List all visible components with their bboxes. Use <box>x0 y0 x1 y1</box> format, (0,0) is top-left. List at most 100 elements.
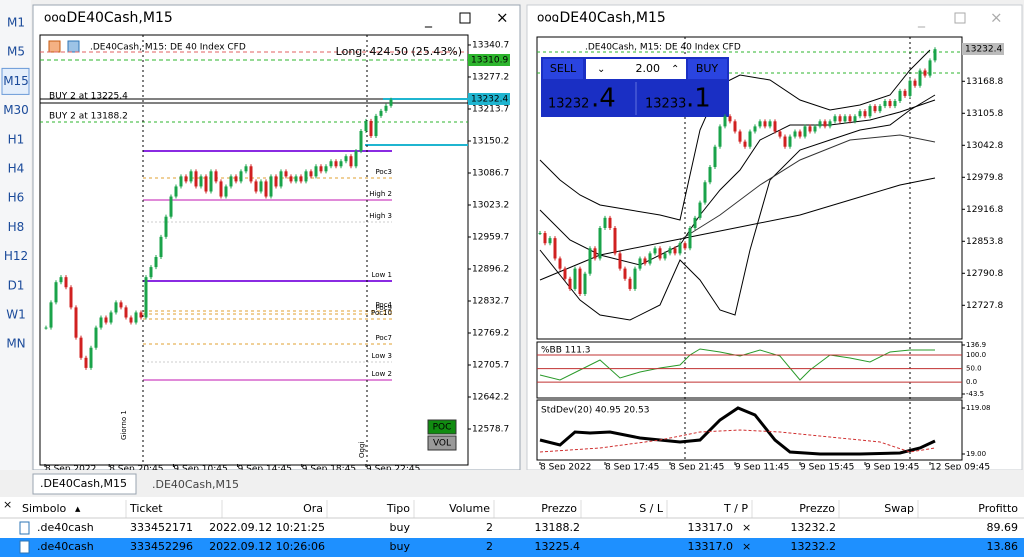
left-plot <box>39 34 469 466</box>
lot-input[interactable] <box>586 59 686 79</box>
column-header[interactable]: T / P <box>723 502 748 515</box>
y-tick-label: 12896.2 <box>472 265 509 275</box>
candle <box>608 217 612 228</box>
close-panel[interactable]: × <box>3 498 12 511</box>
timeframe-button[interactable]: M15 <box>3 74 29 88</box>
column-header[interactable]: Prezzo <box>541 502 577 515</box>
timeframe-button[interactable]: M5 <box>7 45 25 59</box>
column-header[interactable]: Profitto <box>978 502 1018 515</box>
candle <box>299 176 303 182</box>
candle <box>548 238 552 244</box>
candle <box>568 278 572 289</box>
maximize-button[interactable] <box>459 12 471 24</box>
close-button[interactable]: × <box>990 9 1003 27</box>
timeframe-button[interactable]: D1 <box>8 278 25 292</box>
candle <box>44 327 48 329</box>
poc-button[interactable] <box>427 419 457 435</box>
candle <box>913 80 917 86</box>
level-label: Low 1 <box>372 271 392 279</box>
tab-label[interactable]: .DE40Cash,M15 <box>152 478 239 491</box>
candle <box>184 176 188 182</box>
candle <box>344 156 348 162</box>
y-tick-label: 0.0 <box>966 378 977 386</box>
candle <box>314 166 318 177</box>
cell: 333452171 <box>130 521 193 534</box>
lot-down[interactable]: ⌄ <box>597 64 605 75</box>
timeframe-button[interactable]: H6 <box>8 191 25 205</box>
candle <box>923 70 927 76</box>
y-tick-label: -43.5 <box>966 390 984 398</box>
close-button[interactable]: × <box>496 9 509 27</box>
ma-line <box>539 177 936 281</box>
candle <box>79 337 83 358</box>
timeframe-selected[interactable] <box>1 67 30 95</box>
column-header[interactable]: S / L <box>639 502 664 515</box>
candle <box>294 176 298 182</box>
y-tick-label: 12769.2 <box>472 329 509 339</box>
candle <box>728 116 732 122</box>
column-header[interactable]: Simbolo <box>22 502 67 515</box>
column-header[interactable]: Ticket <box>129 502 163 515</box>
remove-tp[interactable]: × <box>742 521 751 534</box>
y-tick-label: 12727.8 <box>966 301 1003 311</box>
buy-button[interactable] <box>688 59 727 79</box>
maximize-button[interactable] <box>954 12 966 24</box>
lot-up[interactable]: ⌃ <box>671 64 679 75</box>
cell: 13317.0 <box>688 540 734 553</box>
timeframe-button[interactable]: H8 <box>8 220 25 234</box>
tab-active[interactable] <box>32 473 137 495</box>
sell-button[interactable] <box>543 59 583 79</box>
candle <box>868 106 872 117</box>
cell: 333452296 <box>130 540 193 553</box>
candle <box>349 156 353 167</box>
timeframe-button[interactable]: W1 <box>6 308 26 322</box>
candle <box>828 121 832 127</box>
minimize-button[interactable]: _ <box>424 12 433 28</box>
candle <box>818 121 822 127</box>
x-tick-label: 8 Sep 20:45 <box>109 465 163 475</box>
window-icon: ooo <box>537 11 559 25</box>
y-tick-label: 13042.8 <box>966 141 1003 151</box>
column-header[interactable]: Prezzo <box>799 502 835 515</box>
order-label: BUY 2 at 13188.2 <box>49 112 128 122</box>
remove-tp[interactable]: × <box>742 540 751 553</box>
candle <box>588 248 592 274</box>
timeframe-button[interactable]: H1 <box>8 132 25 146</box>
timeframe-button[interactable]: M30 <box>3 103 29 117</box>
candle <box>99 317 103 328</box>
candle <box>249 166 253 182</box>
x-tick-label: 12 Sep 09:45 <box>930 463 990 473</box>
minimize-button[interactable]: _ <box>917 12 926 28</box>
column-header[interactable]: Tipo <box>386 502 410 515</box>
bb-lower <box>539 94 936 321</box>
vol-button[interactable] <box>427 435 457 451</box>
cell: 89.69 <box>987 521 1019 534</box>
candle <box>129 317 133 323</box>
candle <box>194 171 198 187</box>
candle <box>209 171 213 192</box>
candle <box>164 216 168 237</box>
bid-main: 13232 <box>548 97 589 112</box>
column-header[interactable]: Swap <box>884 502 914 515</box>
cell: 13232.2 <box>791 521 837 534</box>
candle <box>718 126 722 147</box>
timeframe-button[interactable]: H12 <box>4 249 28 263</box>
timeframe-button[interactable]: M1 <box>7 16 25 30</box>
candle <box>149 267 153 278</box>
y-tick-label: 12832.7 <box>472 297 509 307</box>
timeframe-button[interactable]: MN <box>6 337 25 351</box>
x-tick-label: 8 Sep 2022 <box>540 463 591 473</box>
selected-row[interactable] <box>0 538 1024 557</box>
column-header[interactable]: Volume <box>449 502 490 515</box>
candle <box>918 70 922 86</box>
column-header[interactable]: Ora <box>303 502 323 515</box>
candle <box>94 327 98 348</box>
x-tick-label: 9 Sep 10:45 <box>173 465 227 475</box>
x-tick-label: 9 Sep 18:45 <box>302 465 356 475</box>
y-tick-label: 13086.7 <box>472 168 509 178</box>
candle <box>379 110 383 116</box>
level-label: Low 2 <box>372 370 392 378</box>
candle <box>64 277 68 288</box>
price-box-label: 13232.4 <box>471 95 508 105</box>
timeframe-button[interactable]: H4 <box>8 162 25 176</box>
